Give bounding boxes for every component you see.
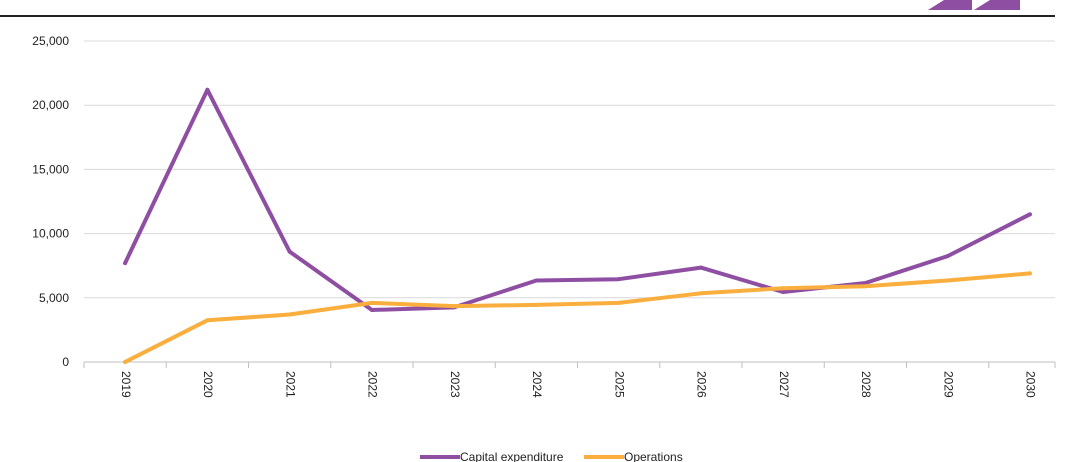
data-point — [698, 265, 703, 270]
y-tick-label: 5,000 — [39, 291, 69, 305]
x-tick-label: 2029 — [941, 371, 955, 398]
legend-label: Operations — [624, 450, 683, 462]
data-point — [534, 302, 539, 307]
x-tick-label: 2020 — [201, 371, 215, 398]
data-point — [452, 304, 457, 309]
x-tick-label: 2027 — [777, 371, 791, 398]
data-point — [1027, 271, 1032, 276]
x-tick-label: 2030 — [1024, 371, 1038, 398]
y-tick-label: 15,000 — [32, 162, 69, 176]
x-axis: 2019 2020 2021 2022 2023 2024 2025 2026 2027 2028… — [83, 361, 1056, 398]
x-tick-label: 2025 — [612, 371, 626, 398]
data-point — [123, 261, 128, 266]
data-point — [534, 278, 539, 283]
y-axis: 0 5,000 10,000 15,000 20,000 25,000 — [32, 34, 69, 369]
data-point — [945, 278, 950, 283]
gridlines — [84, 40, 1055, 299]
series-line-1 — [123, 271, 1032, 364]
data-point — [1027, 212, 1032, 217]
x-tick-label: 2023 — [448, 371, 462, 398]
data-point — [616, 277, 621, 282]
data-point — [205, 87, 210, 92]
y-tick-label: 0 — [62, 355, 69, 369]
x-tick-label: 2021 — [283, 371, 297, 398]
data-point — [698, 291, 703, 296]
data-point — [123, 360, 128, 364]
series-line-0 — [123, 87, 1032, 312]
data-point — [287, 249, 292, 254]
data-point — [781, 290, 786, 295]
x-tick-label: 2024 — [530, 371, 544, 398]
legend-label: Capital expenditure — [460, 450, 564, 462]
series-lines — [123, 87, 1032, 364]
data-point — [369, 307, 374, 312]
data-point — [205, 318, 210, 323]
data-point — [863, 284, 868, 289]
data-point — [863, 281, 868, 286]
data-point — [781, 286, 786, 291]
y-tick-label: 10,000 — [32, 227, 69, 241]
x-tick-label: 2022 — [366, 371, 380, 398]
data-point — [369, 300, 374, 305]
y-tick-label: 20,000 — [32, 98, 69, 112]
data-point — [945, 254, 950, 259]
logo-shape-right — [974, 0, 1020, 10]
data-point — [287, 312, 292, 317]
x-tick-label: 2026 — [695, 371, 709, 398]
x-tick-label: 2028 — [859, 371, 873, 398]
data-point — [616, 300, 621, 305]
x-tick-label: 2019 — [119, 371, 133, 398]
legend: Capital expenditure Operations — [420, 450, 683, 462]
logo-shape-left — [928, 0, 972, 10]
y-tick-label: 25,000 — [32, 34, 69, 48]
